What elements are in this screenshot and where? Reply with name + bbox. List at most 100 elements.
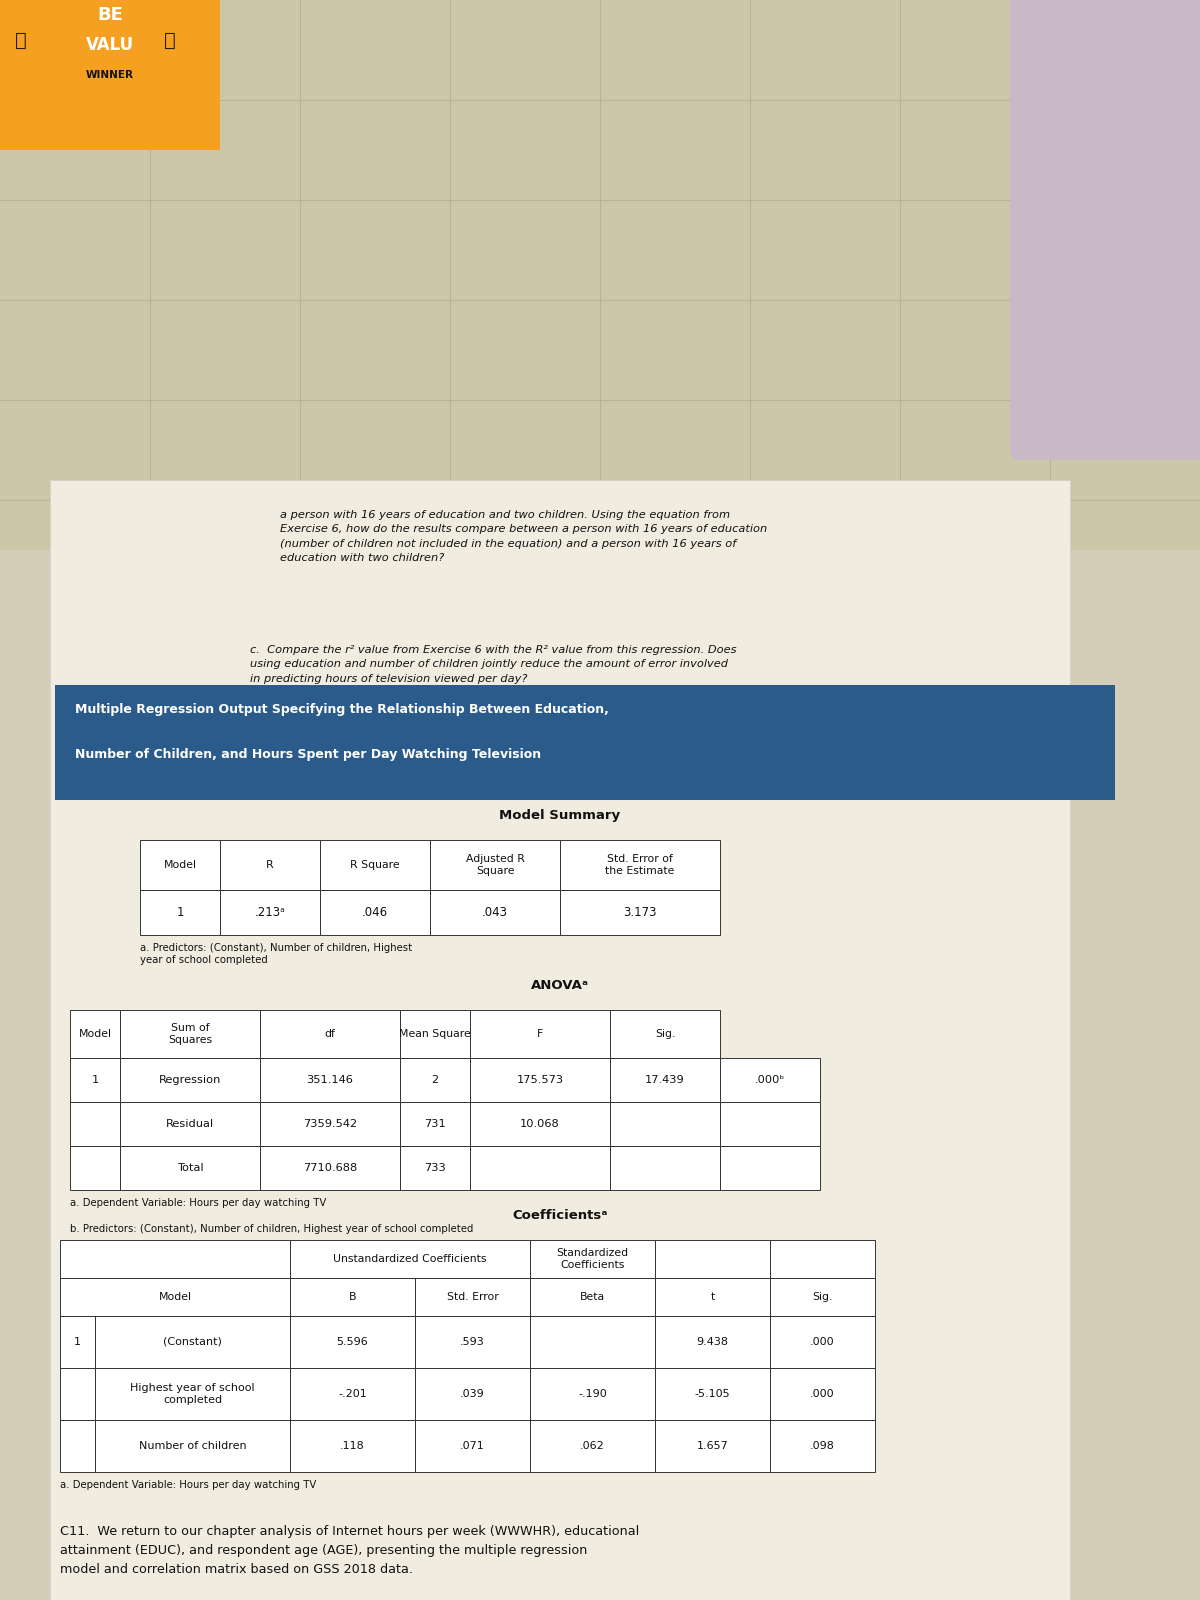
Text: Coefficientsᵃ: Coefficientsᵃ	[512, 1210, 607, 1222]
FancyBboxPatch shape	[415, 1368, 530, 1421]
Text: 🌿: 🌿	[14, 30, 26, 50]
FancyBboxPatch shape	[655, 1240, 770, 1278]
FancyBboxPatch shape	[60, 1278, 290, 1315]
FancyBboxPatch shape	[415, 1421, 530, 1472]
FancyBboxPatch shape	[530, 1278, 655, 1315]
Text: 9.438: 9.438	[696, 1338, 728, 1347]
Text: .000ᵇ: .000ᵇ	[755, 1075, 785, 1085]
Text: Residual: Residual	[166, 1118, 214, 1130]
Text: Model Summary: Model Summary	[499, 810, 620, 822]
Text: 17.439: 17.439	[646, 1075, 685, 1085]
Text: 1.657: 1.657	[697, 1442, 728, 1451]
Text: .000: .000	[810, 1389, 835, 1398]
FancyBboxPatch shape	[320, 840, 430, 890]
Text: Number of Children, and Hours Spent per Day Watching Television: Number of Children, and Hours Spent per …	[74, 749, 541, 762]
FancyBboxPatch shape	[430, 840, 560, 890]
Text: R Square: R Square	[350, 861, 400, 870]
Text: 3.173: 3.173	[623, 906, 656, 918]
FancyBboxPatch shape	[655, 1315, 770, 1368]
FancyBboxPatch shape	[260, 1146, 400, 1190]
FancyBboxPatch shape	[55, 685, 1115, 800]
Text: Highest year of school
completed: Highest year of school completed	[130, 1382, 254, 1405]
FancyBboxPatch shape	[120, 1058, 260, 1102]
Text: Std. Error of
the Estimate: Std. Error of the Estimate	[605, 854, 674, 875]
FancyBboxPatch shape	[400, 1058, 470, 1102]
FancyBboxPatch shape	[260, 1010, 400, 1058]
FancyBboxPatch shape	[260, 1102, 400, 1146]
FancyBboxPatch shape	[655, 1421, 770, 1472]
Text: .071: .071	[460, 1442, 485, 1451]
Text: Regression: Regression	[158, 1075, 221, 1085]
Text: a. Predictors: (Constant), Number of children, Highest
year of school completed: a. Predictors: (Constant), Number of chi…	[140, 942, 413, 965]
Text: 731: 731	[424, 1118, 446, 1130]
FancyBboxPatch shape	[60, 1240, 290, 1278]
Text: F: F	[536, 1029, 544, 1038]
FancyBboxPatch shape	[655, 1368, 770, 1421]
Text: df: df	[324, 1029, 336, 1038]
Text: Std. Error: Std. Error	[446, 1293, 498, 1302]
Text: 5.596: 5.596	[337, 1338, 368, 1347]
Text: .098: .098	[810, 1442, 835, 1451]
Text: Sig.: Sig.	[655, 1029, 676, 1038]
Text: 10.068: 10.068	[520, 1118, 560, 1130]
FancyBboxPatch shape	[770, 1278, 875, 1315]
Text: Unstandardized Coefficients: Unstandardized Coefficients	[334, 1254, 487, 1264]
FancyBboxPatch shape	[470, 1102, 610, 1146]
FancyBboxPatch shape	[95, 1421, 290, 1472]
Text: Sig.: Sig.	[812, 1293, 833, 1302]
Text: Total: Total	[176, 1163, 203, 1173]
FancyBboxPatch shape	[530, 1315, 655, 1368]
Text: Mean Square: Mean Square	[400, 1029, 470, 1038]
FancyBboxPatch shape	[610, 1102, 720, 1146]
FancyBboxPatch shape	[95, 1368, 290, 1421]
FancyBboxPatch shape	[290, 1421, 415, 1472]
Text: B: B	[349, 1293, 356, 1302]
Text: Standardized
Coefficients: Standardized Coefficients	[557, 1248, 629, 1270]
FancyBboxPatch shape	[610, 1010, 720, 1058]
FancyBboxPatch shape	[430, 890, 560, 934]
Text: 1: 1	[176, 906, 184, 918]
Text: C11.  We return to our chapter analysis of Internet hours per week (WWWHR), educ: C11. We return to our chapter analysis o…	[60, 1525, 640, 1576]
FancyBboxPatch shape	[220, 890, 320, 934]
FancyBboxPatch shape	[720, 1058, 820, 1102]
Text: 175.573: 175.573	[516, 1075, 564, 1085]
FancyBboxPatch shape	[70, 1146, 120, 1190]
Text: .039: .039	[460, 1389, 485, 1398]
FancyBboxPatch shape	[120, 1010, 260, 1058]
Text: Beta: Beta	[580, 1293, 605, 1302]
Bar	[0, 0, 1200, 550]
Text: BE: BE	[97, 6, 122, 24]
Text: Multiple Regression Output Specifying the Relationship Between Education,: Multiple Regression Output Specifying th…	[74, 702, 608, 715]
FancyBboxPatch shape	[400, 1102, 470, 1146]
FancyBboxPatch shape	[120, 1146, 260, 1190]
Text: 351.146: 351.146	[306, 1075, 354, 1085]
FancyBboxPatch shape	[560, 890, 720, 934]
Text: (Constant): (Constant)	[163, 1338, 222, 1347]
FancyBboxPatch shape	[470, 1010, 610, 1058]
Text: -.190: -.190	[578, 1389, 607, 1398]
FancyBboxPatch shape	[1010, 0, 1200, 461]
Text: 7359.542: 7359.542	[302, 1118, 358, 1130]
Text: c.  Compare the r² value from Exercise 6 with the R² value from this regression.: c. Compare the r² value from Exercise 6 …	[250, 645, 737, 683]
FancyBboxPatch shape	[530, 1240, 655, 1278]
FancyBboxPatch shape	[720, 1102, 820, 1146]
Text: a. Dependent Variable: Hours per day watching TV: a. Dependent Variable: Hours per day wat…	[70, 1198, 326, 1208]
FancyBboxPatch shape	[120, 1102, 260, 1146]
Text: b. Predictors: (Constant), Number of children, Highest year of school completed: b. Predictors: (Constant), Number of chi…	[70, 1224, 473, 1234]
Text: 2: 2	[432, 1075, 438, 1085]
Text: -5.105: -5.105	[695, 1389, 731, 1398]
Text: Sum of
Squares: Sum of Squares	[168, 1024, 212, 1045]
Text: .000: .000	[810, 1338, 835, 1347]
FancyBboxPatch shape	[290, 1240, 530, 1278]
Text: a. Dependent Variable: Hours per day watching TV: a. Dependent Variable: Hours per day wat…	[60, 1480, 317, 1490]
FancyBboxPatch shape	[770, 1315, 875, 1368]
FancyBboxPatch shape	[560, 840, 720, 890]
Text: 1: 1	[91, 1075, 98, 1085]
Text: ANOVAᵃ: ANOVAᵃ	[530, 979, 589, 992]
Text: R: R	[266, 861, 274, 870]
FancyBboxPatch shape	[60, 1421, 95, 1472]
Text: t: t	[710, 1293, 715, 1302]
FancyBboxPatch shape	[320, 890, 430, 934]
FancyBboxPatch shape	[530, 1368, 655, 1421]
FancyBboxPatch shape	[470, 1146, 610, 1190]
